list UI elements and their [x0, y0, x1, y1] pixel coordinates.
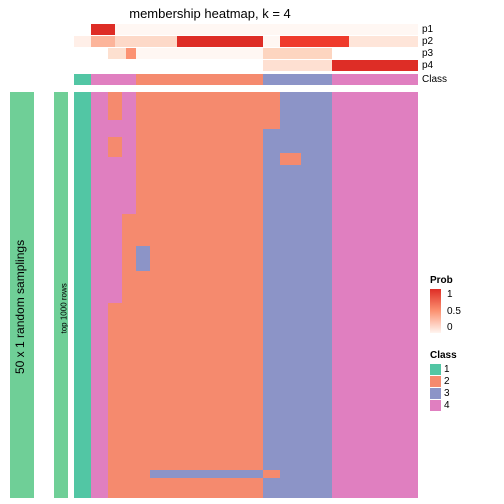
heatmap-column [280, 92, 301, 498]
legend-class-item: 4 [430, 400, 457, 411]
membership-heatmap [74, 92, 418, 498]
chart-title: membership heatmap, k = 4 [0, 6, 420, 21]
heatmap-column [91, 92, 108, 498]
legend-prob-tick: 0.5 [447, 306, 461, 317]
heatmap-column [150, 92, 264, 498]
legend-prob-tick: 1 [447, 289, 461, 300]
legend-class: Class 1234 [430, 350, 457, 412]
prob-row-label: p3 [422, 48, 433, 59]
heatmap-column [108, 92, 122, 498]
legend-prob-gradient [430, 289, 441, 333]
legend-prob-ticks: 1 0.5 0 [447, 289, 461, 333]
legend-class-title: Class [430, 350, 457, 361]
prob-row [74, 24, 418, 35]
legend-class-item: 3 [430, 388, 457, 399]
class-annotation-row [74, 74, 418, 85]
legend-class-item: 2 [430, 376, 457, 387]
prob-row-label: p1 [422, 24, 433, 35]
heatmap-column [74, 92, 91, 498]
legend-class-swatches: 1234 [430, 364, 457, 412]
sampling-annotation-label: 50 x 1 random samplings [13, 214, 27, 374]
heatmap-column [263, 92, 280, 498]
legend-prob: Prob 1 0.5 0 [430, 275, 461, 333]
heatmap-column [301, 92, 332, 498]
legend-class-item: 1 [430, 364, 457, 375]
prob-row-label: p2 [422, 36, 433, 47]
heatmap-column [136, 92, 150, 498]
heatmap-column [122, 92, 136, 498]
prob-row-label: p4 [422, 60, 433, 71]
prob-row [74, 36, 418, 47]
class-annotation-label: Class [422, 74, 447, 85]
legend-prob-tick: 0 [447, 322, 461, 333]
heatmap-column [332, 92, 418, 498]
prob-row [74, 48, 418, 59]
legend-prob-title: Prob [430, 275, 461, 286]
prob-row [74, 60, 418, 71]
toprows-annotation-label: top 1000 rows [60, 254, 69, 334]
